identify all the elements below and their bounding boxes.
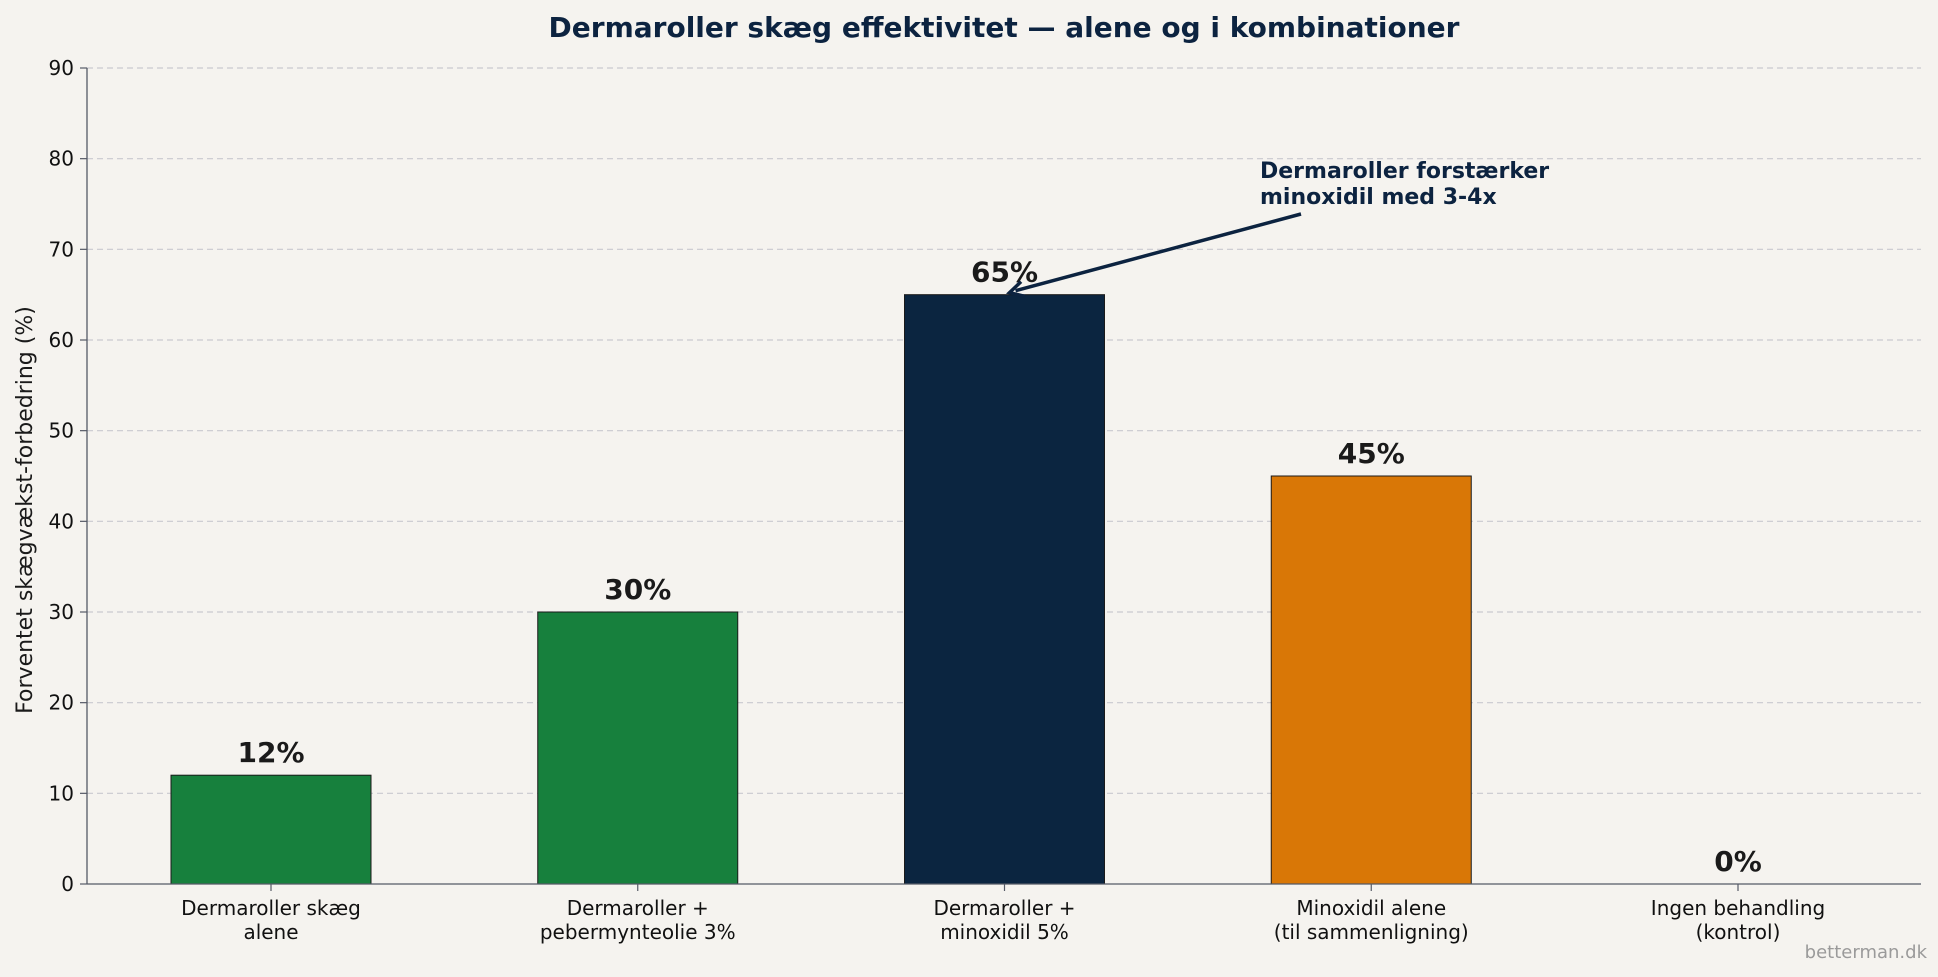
bar-value-label: 45% — [1338, 437, 1405, 470]
chart-title: Dermaroller skæg effektivitet — alene og… — [549, 11, 1460, 44]
watermark: betterman.dk — [1805, 942, 1928, 963]
bar-value-label: 30% — [604, 573, 671, 606]
x-tick-label: Ingen behandling — [1651, 896, 1825, 920]
bar — [170, 774, 372, 885]
y-tick-label: 40 — [49, 509, 74, 533]
x-tick-label: minoxidil 5% — [940, 920, 1069, 944]
value-labels: 12% 30% 65% 45% 0% — [237, 256, 1761, 878]
y-tick-label: 70 — [49, 237, 74, 261]
y-axis-label: Forventet skægvækst-forbedring (%) — [13, 306, 38, 714]
y-tick-label: 20 — [49, 691, 74, 715]
x-tick-label: (til sammenligning) — [1274, 920, 1469, 944]
y-axis-ticks: 0 10 20 30 40 50 60 70 80 90 — [49, 56, 87, 896]
y-tick-label: 60 — [49, 328, 74, 352]
annotation-arrow — [1015, 212, 1302, 293]
annotation-text: minoxidil med 3-4x — [1260, 185, 1497, 210]
bars — [170, 294, 1472, 885]
x-tick-label: Dermaroller skæg — [181, 896, 361, 920]
y-tick-label: 10 — [49, 781, 74, 805]
bar — [537, 611, 739, 885]
bar — [1270, 475, 1472, 885]
bar-value-label: 65% — [971, 256, 1038, 289]
x-tick-label: (kontrol) — [1696, 920, 1781, 944]
annotation-arrowhead — [1005, 280, 1026, 299]
x-tick-label: pebermynteolie 3% — [540, 920, 736, 944]
bar-value-label: 0% — [1714, 845, 1762, 878]
x-tick-label: Minoxidil alene — [1296, 896, 1446, 920]
x-tick-label: Dermaroller + — [567, 896, 709, 920]
y-tick-label: 50 — [49, 419, 74, 443]
y-tick-label: 30 — [49, 600, 74, 624]
x-tick-label: Dermaroller + — [933, 896, 1075, 920]
x-tick-label: alene — [243, 920, 298, 944]
annotation-text: Dermaroller forstærker — [1260, 159, 1549, 184]
y-tick-label: 0 — [61, 872, 74, 896]
y-tick-label: 80 — [49, 147, 74, 171]
bar — [904, 294, 1105, 885]
bar-value-label: 12% — [237, 736, 304, 769]
gridlines — [87, 67, 1921, 794]
axes — [86, 68, 1921, 885]
y-tick-label: 90 — [49, 56, 74, 80]
